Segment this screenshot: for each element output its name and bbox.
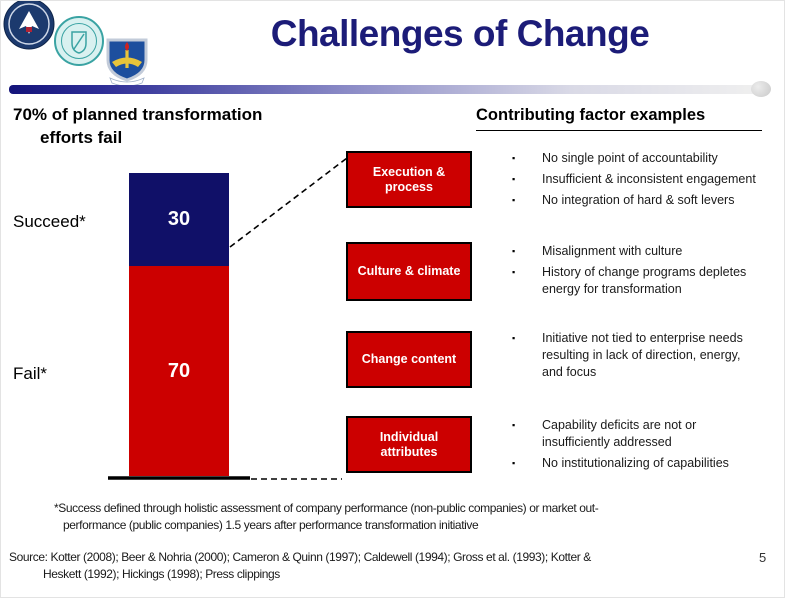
page-title: Challenges of Change	[270, 13, 650, 54]
factor-box-execution-process: Execution & process	[346, 151, 472, 208]
bar-label-succeed: Succeed*	[13, 212, 86, 231]
bullet-text: Misalignment with culture	[542, 244, 683, 258]
air-university-shield-icon	[101, 36, 153, 87]
bullet-text: History of change programs depletes ener…	[542, 265, 747, 296]
left-heading: 70% of planned transformation efforts fa…	[13, 103, 343, 149]
bullet-text: No integration of hard & soft levers	[542, 193, 735, 207]
list-item: ▪ History of change programs depletes ene…	[506, 264, 784, 298]
bar-segment-succeed: 30	[129, 173, 229, 266]
va-seal-icon	[3, 1, 55, 51]
bullet-icon: ▪	[512, 153, 516, 163]
list-item: ▪ No institutionalizing of capabilities	[506, 455, 784, 472]
list-item: ▪ No single point of accountability	[506, 150, 784, 167]
bullet-text: No institutionalizing of capabilities	[542, 456, 729, 470]
factor-group-execution: ▪ No single point of accountability ▪ Insu…	[506, 150, 784, 213]
list-item: ▪ No integration of hard & soft levers	[506, 192, 784, 209]
footnote-line1: *Success defined through holistic assess…	[54, 501, 599, 515]
bullet-icon: ▪	[512, 174, 516, 184]
factor-box-culture-climate: Culture & climate	[346, 242, 472, 301]
factor-group-change-content: ▪ Initiative not tied to enterprise needs…	[506, 330, 784, 385]
contributing-heading: Contributing factor examples	[476, 106, 762, 131]
list-item: ▪ Initiative not tied to enterprise needs…	[506, 330, 784, 381]
bullet-icon: ▪	[512, 195, 516, 205]
bullet-icon: ▪	[512, 458, 516, 468]
list-item: ▪ Capability deficits are not or insuffic…	[506, 417, 784, 451]
bar-value-succeed: 30	[167, 208, 191, 230]
bullet-text: Insufficient & inconsistent engagement	[542, 172, 756, 186]
bullet-text: No single point of accountability	[542, 151, 718, 165]
source-line2: Heskett (1992); Hickings (1998); Press c…	[43, 567, 280, 581]
bar-label-fail: Fail*	[13, 364, 48, 383]
bullet-text: Initiative not tied to enterprise needs …	[542, 331, 743, 379]
page-number: 5	[759, 550, 767, 565]
bullet-icon: ▪	[512, 333, 516, 343]
list-item: ▪ Insufficient & inconsistent engagement	[506, 171, 784, 188]
header-divider	[9, 85, 757, 94]
bar-value-fail: 70	[167, 359, 191, 382]
bullet-text: Capability deficits are not or insuffici…	[542, 418, 697, 449]
factor-group-culture: ▪ Misalignment with culture ▪ History of c…	[506, 243, 784, 302]
footnote-line2: performance (public companies) 1.5 years…	[63, 518, 479, 532]
bullet-icon: ▪	[512, 267, 516, 277]
factor-box-change-content: Change content	[346, 331, 472, 388]
stacked-bar: 30 70	[129, 173, 229, 476]
list-item: ▪ Misalignment with culture	[506, 243, 784, 260]
factor-box-individual-attributes: Individual attributes	[346, 416, 472, 473]
left-heading-line1: 70% of planned transformation	[13, 105, 263, 124]
source-line1: Source: Kotter (2008); Beer & Nohria (20…	[9, 550, 591, 564]
bar-segment-fail: 70	[129, 266, 229, 476]
university-seal-icon	[53, 15, 105, 67]
bullet-icon: ▪	[512, 420, 516, 430]
bullet-icon: ▪	[512, 246, 516, 256]
factor-group-individual: ▪ Capability deficits are not or insuffic…	[506, 417, 784, 476]
left-heading-line2: efforts fail	[40, 128, 123, 147]
header-divider-endcap	[751, 81, 771, 97]
